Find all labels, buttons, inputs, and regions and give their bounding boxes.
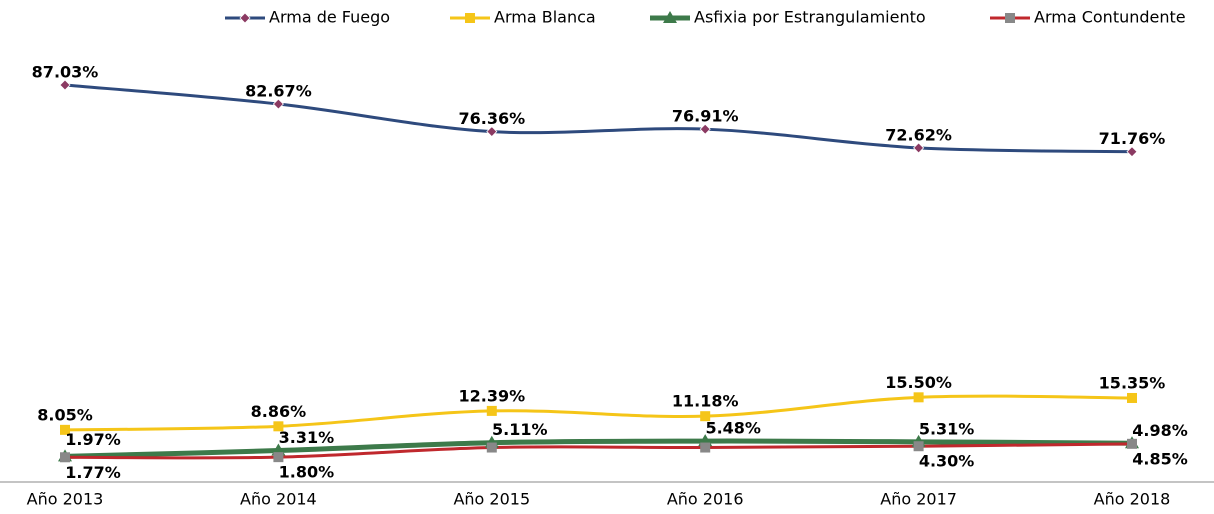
x-tick-label: Año 2014 — [240, 490, 317, 509]
legend-marker — [1005, 13, 1015, 23]
data-label: 4.30% — [919, 452, 975, 471]
x-tick-label: Año 2016 — [667, 490, 744, 509]
data-label: 5.48% — [705, 419, 761, 438]
legend-label: Asfixia por Estrangulamiento — [694, 8, 926, 27]
data-label: 87.03% — [32, 63, 99, 82]
legend-label: Arma Contundente — [1034, 8, 1186, 27]
legend-label: Arma de Fuego — [269, 8, 390, 27]
series-line — [64, 394, 1133, 432]
x-tick-label: Año 2018 — [1094, 490, 1171, 509]
marker — [486, 126, 498, 138]
marker — [486, 442, 497, 453]
marker — [1127, 392, 1137, 403]
data-label: 71.76% — [1099, 129, 1166, 148]
marker — [59, 79, 71, 91]
data-label: 3.31% — [279, 428, 335, 447]
data-label: 11.18% — [672, 392, 739, 411]
x-tick-label: Año 2013 — [27, 490, 104, 509]
marker — [700, 411, 711, 422]
marker — [913, 441, 924, 452]
marker — [486, 405, 497, 416]
data-label: 5.11% — [492, 420, 548, 439]
data-label: 82.67% — [245, 82, 312, 101]
marker — [699, 123, 711, 135]
series-line — [64, 438, 1133, 459]
series-line — [64, 442, 1133, 460]
x-tick-label: Año 2017 — [880, 490, 957, 509]
data-label: 1.77% — [65, 463, 121, 482]
data-label: 72.62% — [885, 125, 952, 144]
data-label: 5.31% — [919, 419, 975, 438]
series-line — [64, 83, 1133, 154]
legend-marker — [239, 12, 251, 24]
data-label: 76.91% — [672, 107, 739, 126]
data-label: 76.36% — [458, 109, 525, 128]
data-label: 15.50% — [885, 373, 952, 392]
data-label: 8.86% — [251, 402, 307, 421]
marker — [273, 452, 284, 463]
marker — [273, 421, 284, 432]
data-label: 4.98% — [1132, 421, 1188, 440]
marker — [913, 142, 925, 154]
marker — [272, 98, 284, 110]
data-label: 8.05% — [37, 405, 93, 424]
marker — [60, 424, 70, 435]
data-label: 4.85% — [1132, 449, 1188, 468]
marker — [60, 452, 70, 463]
data-label: 1.80% — [279, 463, 335, 482]
data-label: 15.35% — [1099, 373, 1166, 392]
data-label: 12.39% — [458, 386, 525, 405]
marker — [700, 442, 711, 453]
marker — [1126, 146, 1138, 158]
legend-marker — [465, 13, 475, 23]
legend-marker — [663, 11, 677, 23]
data-label: 1.97% — [65, 430, 121, 449]
legend-label: Arma Blanca — [494, 8, 596, 27]
x-tick-label: Año 2015 — [453, 490, 530, 509]
marker — [1127, 438, 1137, 449]
marker — [913, 392, 924, 403]
